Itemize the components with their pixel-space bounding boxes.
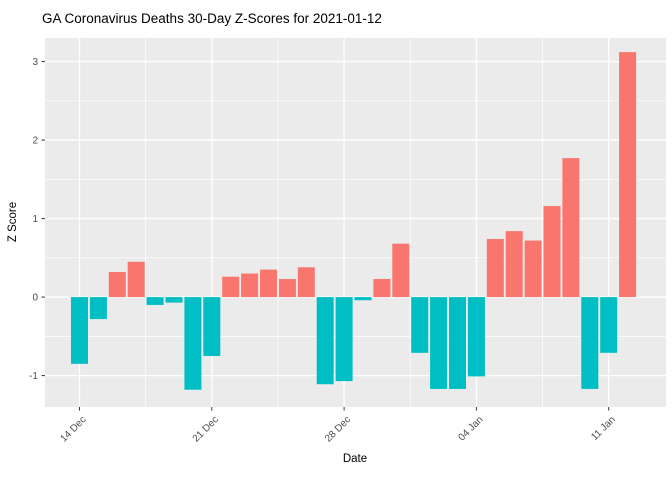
bar bbox=[108, 271, 126, 298]
bar bbox=[316, 297, 334, 385]
y-tick-label: 2 bbox=[32, 136, 38, 147]
bar bbox=[486, 238, 504, 298]
minor-gridlines bbox=[45, 38, 666, 407]
y-tick-label: 3 bbox=[32, 57, 38, 68]
bar bbox=[524, 240, 542, 298]
chart-title: GA Coronavirus Deaths 30-Day Z-Scores fo… bbox=[42, 11, 382, 26]
bar bbox=[241, 273, 259, 298]
bar bbox=[335, 297, 353, 382]
bar bbox=[165, 297, 183, 303]
bar bbox=[89, 297, 107, 320]
bar bbox=[373, 279, 391, 298]
bar bbox=[619, 52, 637, 298]
bar bbox=[71, 297, 88, 364]
y-tick-label: 1 bbox=[32, 214, 38, 225]
bars bbox=[71, 52, 637, 390]
y-tick-label: 0 bbox=[32, 293, 38, 304]
bar bbox=[184, 297, 202, 390]
bar bbox=[467, 297, 485, 377]
bar bbox=[600, 297, 618, 353]
y-tick-label: -1 bbox=[29, 371, 38, 382]
bar bbox=[354, 297, 372, 301]
y-axis-tick-labels: -1 0 1 2 3 bbox=[29, 57, 38, 382]
bar bbox=[392, 243, 410, 298]
bar bbox=[127, 261, 145, 298]
bar bbox=[505, 231, 523, 298]
bar bbox=[278, 279, 296, 298]
bar bbox=[449, 297, 466, 389]
bar bbox=[411, 297, 429, 353]
bar bbox=[260, 269, 277, 298]
bar bbox=[430, 297, 448, 389]
bar bbox=[297, 267, 315, 298]
bar bbox=[543, 206, 561, 298]
bar bbox=[203, 297, 221, 356]
bar bbox=[146, 297, 164, 305]
y-axis-title: Z Score bbox=[7, 202, 19, 242]
bar bbox=[562, 158, 580, 298]
bar bbox=[581, 297, 599, 389]
axis-tick-marks bbox=[41, 61, 610, 411]
bar bbox=[222, 276, 240, 298]
x-axis-title: Date bbox=[343, 453, 367, 465]
